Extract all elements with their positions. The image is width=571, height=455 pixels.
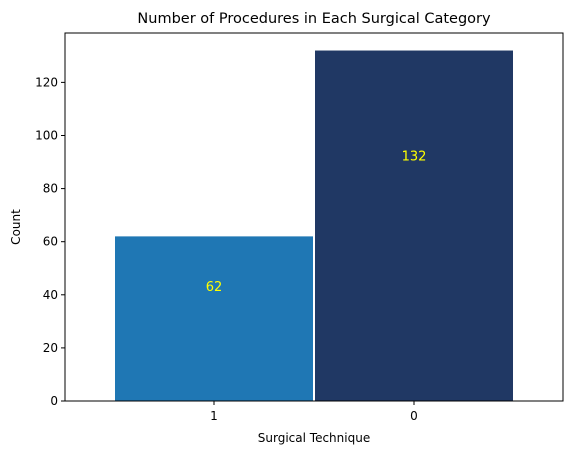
bar-0 (315, 50, 513, 402)
bar-1 (115, 236, 313, 401)
x-tick-label: 1 (210, 409, 218, 423)
y-tick-label: 0 (50, 394, 58, 408)
x-tick-label: 0 (410, 409, 418, 423)
y-tick-label: 100 (35, 128, 58, 142)
bar-value-label: 132 (402, 150, 427, 165)
bar-value-label: 62 (206, 280, 223, 295)
y-tick-label: 40 (43, 288, 58, 302)
bars-group (115, 50, 513, 402)
y-tick-label: 60 (43, 235, 58, 249)
y-tick-label: 80 (43, 182, 58, 196)
y-tick-label: 120 (35, 75, 58, 89)
y-axis: 0 20 40 60 80 100 120 (35, 75, 65, 408)
x-axis-label: Surgical Technique (258, 431, 370, 445)
y-axis-label: Count (9, 209, 23, 245)
y-tick-label: 20 (43, 341, 58, 355)
bar-labels-group: 62 132 (206, 150, 427, 295)
chart-title: Number of Procedures in Each Surgical Ca… (137, 11, 491, 27)
plot-frame (64, 32, 564, 402)
